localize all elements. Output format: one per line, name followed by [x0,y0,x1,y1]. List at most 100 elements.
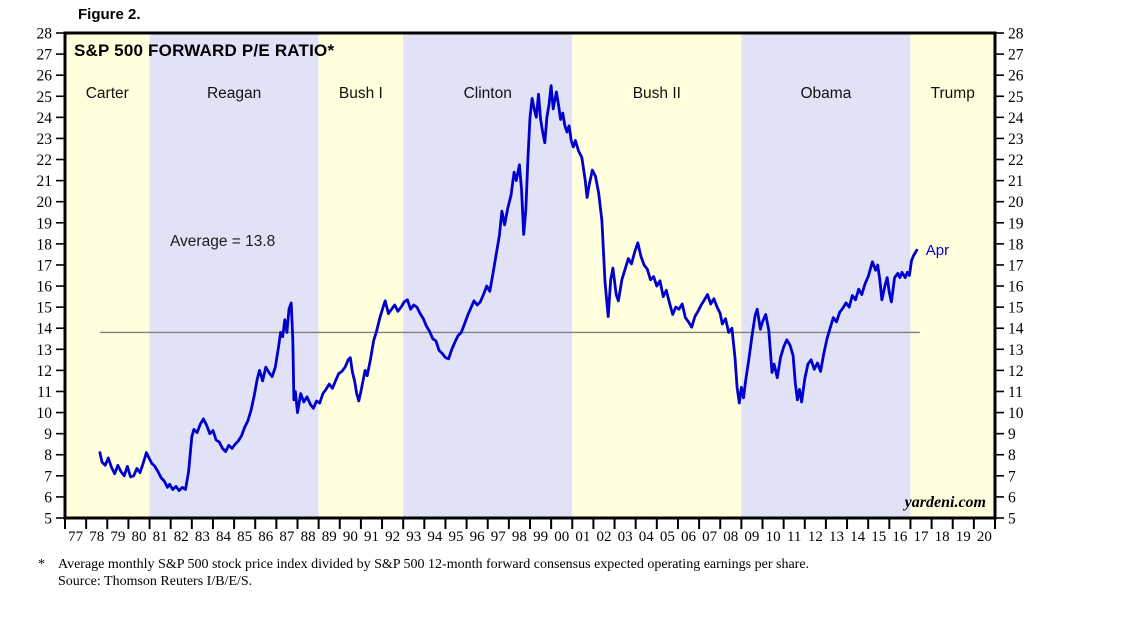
x-axis-label: 86 [258,529,274,545]
x-axis-label: 17 [914,529,930,545]
x-axis-label: 08 [723,529,738,545]
x-axis-label: 85 [237,529,252,545]
x-axis-label: 82 [174,529,189,545]
y-axis-label-right: 25 [1008,89,1024,106]
y-axis-label-left: 25 [37,89,53,106]
y-axis-label-right: 5 [1008,511,1016,528]
y-axis-label-left: 5 [44,511,52,528]
y-axis-label-left: 9 [44,426,52,443]
x-axis-label: 81 [153,529,168,545]
y-axis-label-left: 17 [37,257,53,274]
y-axis-label-right: 28 [1008,26,1024,43]
x-axis-label: 11 [787,529,801,545]
x-axis-label: 20 [977,529,992,545]
y-axis-label-right: 15 [1008,300,1024,317]
y-axis-label-right: 22 [1008,152,1024,169]
y-axis-label-left: 8 [44,447,52,464]
x-axis-label: 99 [533,529,548,545]
era-label-trump: Trump [931,85,975,102]
y-axis-label-right: 24 [1008,110,1024,127]
x-axis-label: 18 [935,529,950,545]
y-axis-label-right: 12 [1008,363,1024,380]
x-axis-label: 96 [470,529,486,545]
footnote: * Average monthly S&P 500 stock price in… [38,556,1098,590]
y-axis-label-right: 13 [1008,342,1024,359]
y-axis-label-right: 16 [1008,279,1024,296]
x-axis-label: 97 [491,529,507,545]
chart-title: S&P 500 FORWARD P/E RATIO* [74,41,335,60]
era-band-trump [910,33,995,518]
x-axis-label: 94 [427,529,443,545]
y-axis-label-left: 22 [37,152,53,169]
average-annotation: Average = 13.8 [170,233,276,250]
x-axis-label: 90 [343,529,358,545]
x-axis-label: 01 [575,529,590,545]
x-axis-label: 05 [660,529,675,545]
y-axis-label-left: 15 [37,300,53,317]
y-axis-label-left: 7 [44,468,52,485]
footnote-line2: Source: Thomson Reuters I/B/E/S. [58,574,253,589]
x-axis-label: 12 [808,529,823,545]
pe-ratio-chart: Carter Reagan Bush I Clinton Bush II Obama Tru… [37,26,1024,546]
era-label-clinton: Clinton [464,85,512,102]
y-axis-label-right: 23 [1008,131,1024,148]
y-axis-label-right: 7 [1008,468,1016,485]
y-axis-label-left: 6 [44,489,52,506]
footnote-text: Average monthly S&P 500 stock price inde… [58,556,809,590]
y-axis-label-right: 20 [1008,194,1024,211]
x-axis-label: 04 [639,529,655,545]
footnote-marker: * [38,557,45,572]
y-axis-label-right: 6 [1008,489,1016,506]
y-axis-label-left: 18 [37,236,53,253]
era-band-bush-i [318,33,404,518]
y-axis-label-right: 26 [1008,68,1024,85]
y-axis-label-right: 21 [1008,173,1024,190]
era-label-carter: Carter [86,85,129,102]
x-axis-label: 77 [68,529,84,545]
y-axis-label-right: 14 [1008,321,1024,338]
y-axis-label-left: 27 [37,47,53,64]
x-axis-label: 13 [829,529,844,545]
y-axis-label-left: 16 [37,279,53,296]
y-axis-label-left: 10 [37,405,53,422]
pe-series-line [98,84,919,492]
y-axis-label-right: 9 [1008,426,1016,443]
era-label-bush-ii: Bush II [633,85,681,102]
era-label-obama: Obama [800,85,851,102]
x-axis-label: 06 [681,529,697,545]
figure-label: Figure 2. [78,6,141,23]
y-axis-label-right: 18 [1008,236,1024,253]
x-axis-label: 84 [216,529,232,545]
x-axis-label: 93 [406,529,421,545]
era-band-obama [741,33,911,518]
y-axis-label-right: 10 [1008,405,1024,422]
y-axis-label-left: 20 [37,194,53,211]
y-axis-label-left: 14 [37,321,53,338]
y-axis-label-left: 19 [37,215,53,232]
era-label-bush-i: Bush I [339,85,383,102]
x-axis-label: 88 [301,529,316,545]
era-band-clinton [403,33,573,518]
era-band-carter [65,33,150,518]
x-axis-label: 91 [364,529,379,545]
x-axis-label: 92 [385,529,400,545]
y-axis-label-left: 21 [37,173,53,190]
x-axis-label: 03 [618,529,633,545]
x-axis-label: 02 [596,529,611,545]
era-band-reagan [149,33,319,518]
x-axis-label: 00 [554,529,569,545]
y-axis-label-left: 28 [37,26,53,43]
y-axis-label-left: 11 [37,384,52,401]
y-axis-label-right: 8 [1008,447,1016,464]
footnote-line1: Average monthly S&P 500 stock price inde… [58,557,810,572]
y-axis-label-left: 26 [37,68,53,85]
x-axis-label: 15 [871,529,886,545]
latest-point-label: Apr [925,242,950,260]
yardeni-credit: yardeni.com [904,494,986,511]
y-axis-label-left: 13 [37,342,53,359]
x-axis-label: 80 [131,529,146,545]
y-axis-label-left: 24 [37,110,53,127]
x-axis-label: 78 [89,529,104,545]
era-label-reagan: Reagan [207,85,261,102]
